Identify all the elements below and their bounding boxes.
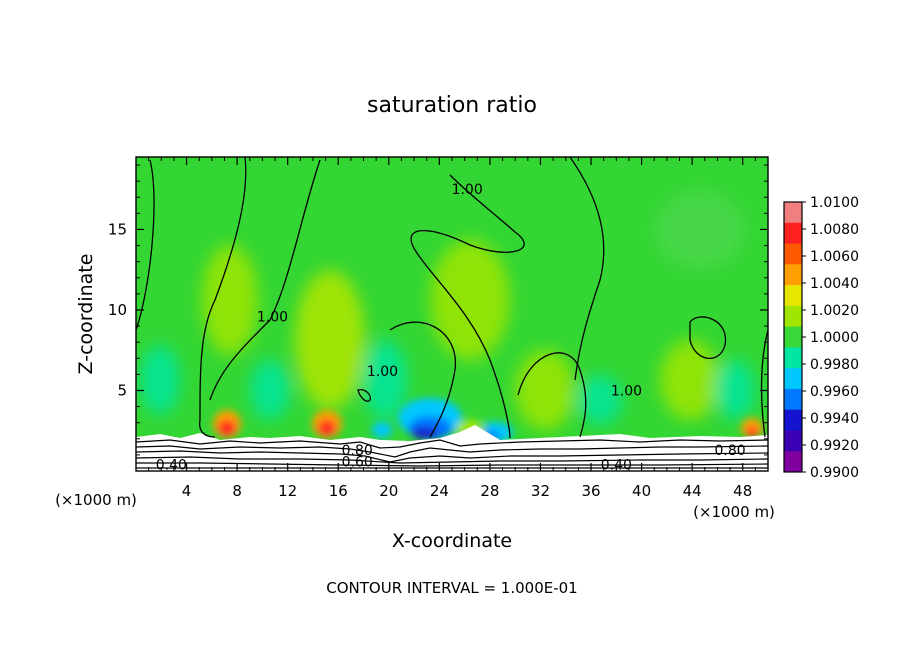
axis-ticks bbox=[136, 157, 768, 471]
x-tick-labels: 4 8 12 16 20 24 28 32 36 40 44 48 bbox=[182, 482, 752, 500]
y-tick-label: 10 bbox=[108, 301, 127, 319]
contour-interval-note: CONTOUR INTERVAL = 1.000E-01 bbox=[326, 579, 577, 597]
x-tick-label: 32 bbox=[531, 482, 550, 500]
contour-labels: 1.001.001.001.000.800.600.800.40 0.40 bbox=[156, 182, 746, 473]
colorbar-label: 0.9940 bbox=[810, 411, 859, 427]
contour-label: 0.40 bbox=[601, 458, 632, 474]
colorbar-label: 1.0040 bbox=[810, 276, 859, 292]
contour-label: 0.80 bbox=[342, 443, 373, 459]
colorbar-swatch bbox=[784, 451, 802, 473]
y-tick-labels: 5 10 15 bbox=[108, 220, 127, 399]
contour-label: 1.00 bbox=[257, 309, 288, 325]
colorbar: 1.0100 1.0080 1.0060 1.0040 1.0020 1.0000 0.99… bbox=[783, 195, 859, 481]
colorbar-label: 1.0000 bbox=[810, 330, 859, 346]
colorbar-swatch bbox=[784, 202, 802, 224]
colorbar-label: 1.0100 bbox=[810, 195, 859, 211]
colorbar-swatch bbox=[784, 368, 802, 390]
colorbar-swatch bbox=[784, 264, 802, 286]
x-tick-label: 16 bbox=[329, 482, 348, 500]
colorbar-swatch bbox=[784, 409, 802, 431]
colorbar-label: 0.9980 bbox=[810, 357, 859, 373]
x-tick-label: 24 bbox=[430, 482, 449, 500]
contour-label: 0.60 bbox=[342, 454, 373, 470]
x-tick-label: 8 bbox=[232, 482, 242, 500]
x-axis-label: X-coordinate bbox=[392, 530, 512, 552]
white-lower-layer bbox=[136, 425, 768, 471]
x-tick-label: 12 bbox=[278, 482, 297, 500]
x-unit-right: (×1000 m) bbox=[693, 503, 775, 521]
contour-label: 0.40 bbox=[156, 458, 187, 474]
colorbar-swatch bbox=[784, 347, 802, 369]
chart-title: saturation ratio bbox=[367, 93, 537, 118]
colorbar-swatch bbox=[784, 285, 802, 307]
contour-label: 1.00 bbox=[452, 182, 483, 198]
x-tick-label: 48 bbox=[733, 482, 752, 500]
x-tick-label: 4 bbox=[182, 482, 192, 500]
colorbar-label: 1.0020 bbox=[810, 303, 859, 319]
plot-area: 1.001.001.001.000.800.600.800.40 0.40 bbox=[135, 156, 769, 474]
colorbar-swatch bbox=[784, 326, 802, 348]
colorbar-label: 0.9920 bbox=[810, 438, 859, 454]
colorbar-swatch bbox=[784, 430, 802, 452]
x-tick-label: 36 bbox=[581, 482, 600, 500]
y-tick-label: 15 bbox=[108, 220, 127, 238]
y-tick-label: 5 bbox=[117, 381, 127, 399]
colorbar-swatch bbox=[784, 243, 802, 265]
x-tick-label: 40 bbox=[632, 482, 651, 500]
x-tick-label: 44 bbox=[683, 482, 702, 500]
x-tick-label: 20 bbox=[379, 482, 398, 500]
contour-label: 1.00 bbox=[367, 364, 398, 380]
colorbar-swatch bbox=[784, 222, 802, 245]
contour-lines bbox=[136, 157, 768, 439]
colorbar-label: 0.9960 bbox=[810, 384, 859, 400]
contour-label: 0.80 bbox=[714, 443, 745, 459]
contour-label: 1.00 bbox=[611, 383, 642, 399]
x-tick-label: 28 bbox=[480, 482, 499, 500]
field-shading bbox=[140, 190, 763, 442]
y-axis-label: Z-coordinate bbox=[75, 254, 97, 375]
colorbar-swatch bbox=[784, 305, 802, 328]
colorbar-swatch bbox=[784, 388, 802, 411]
colorbar-label: 1.0060 bbox=[810, 249, 859, 265]
colorbar-label: 1.0080 bbox=[810, 222, 859, 238]
x-unit-left: (×1000 m) bbox=[55, 491, 137, 509]
colorbar-label: 0.9900 bbox=[810, 465, 859, 481]
